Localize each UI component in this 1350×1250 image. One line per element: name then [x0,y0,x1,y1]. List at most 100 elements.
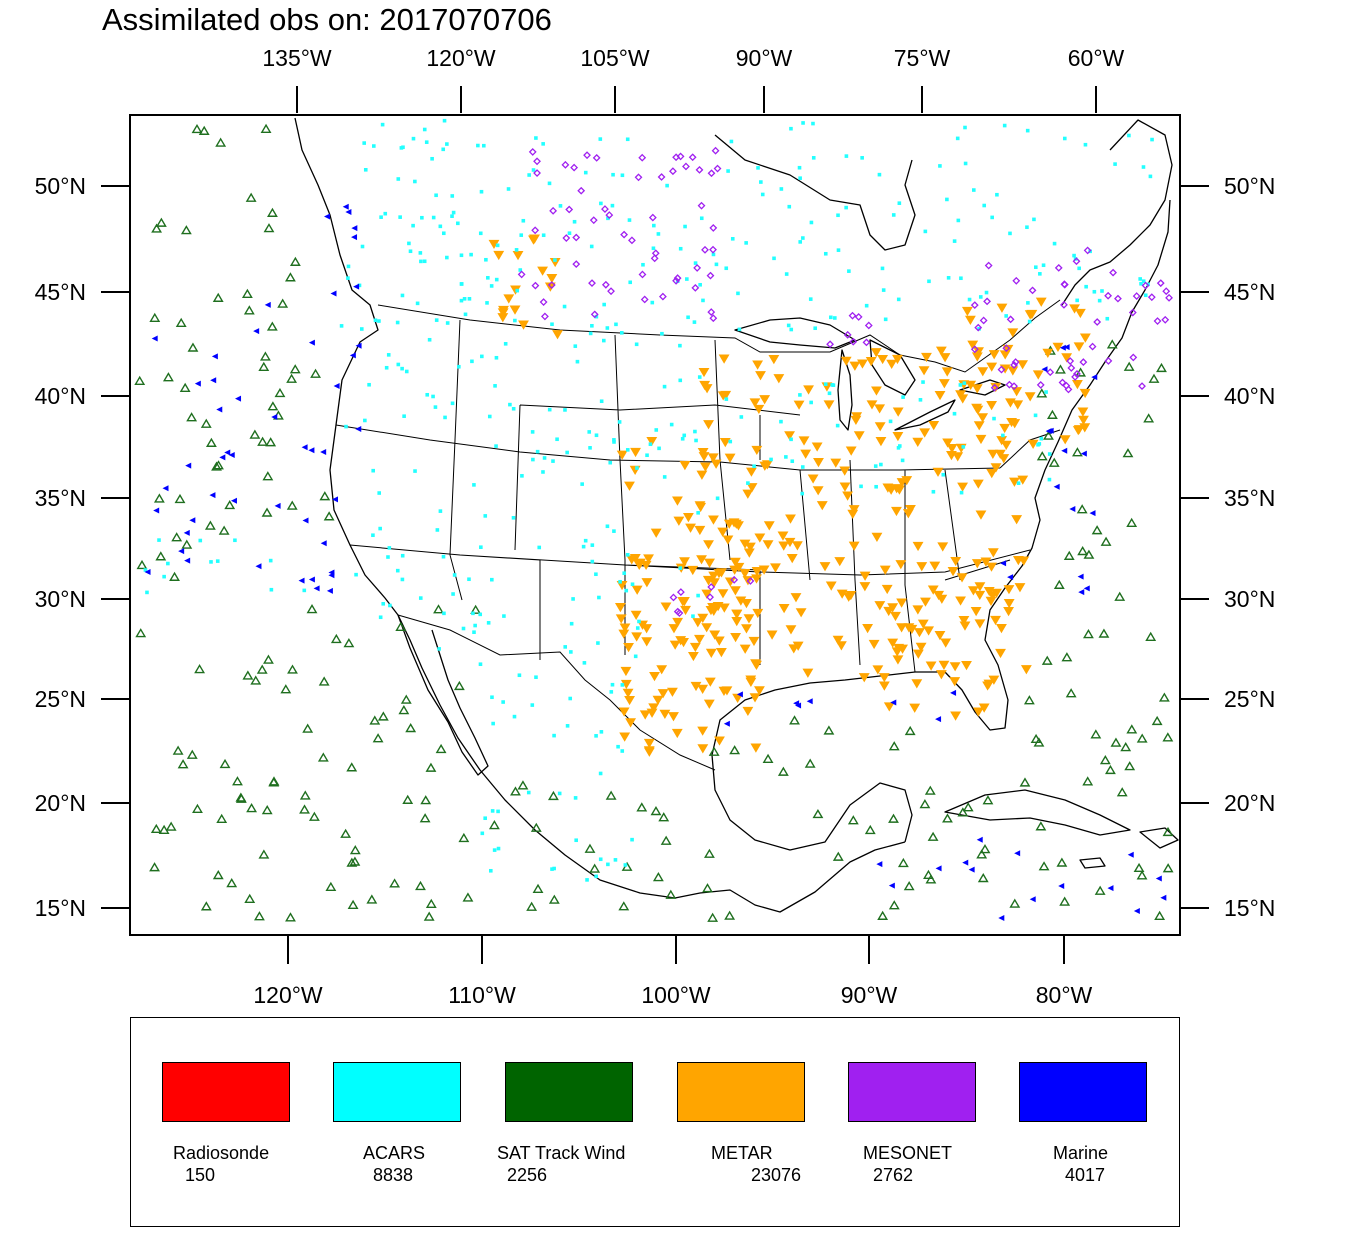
acars-marker [233,538,237,543]
acars-marker [438,509,443,513]
mesonet-marker [650,254,659,263]
sat-wind-marker [149,312,161,323]
acars-marker [620,331,624,335]
sat-wind-marker [425,762,437,772]
metar-marker [961,306,973,317]
sat-wind-marker [888,900,900,910]
metar-marker [742,706,754,717]
mesonet-marker [1060,300,1068,309]
marine-marker [1089,510,1096,517]
sat-wind-marker [1124,761,1136,771]
marine-marker [935,716,942,723]
marine-marker [890,699,897,706]
metar-marker [793,400,805,410]
acars-marker [612,440,616,444]
metar-marker [887,603,899,613]
marine-marker [301,444,308,451]
sat-wind-marker [191,123,203,134]
marine-marker [1047,427,1054,434]
metar-marker [703,540,714,550]
acars-marker [552,866,556,871]
metar-marker [912,605,924,615]
metar-marker [971,559,983,569]
acars-marker [452,573,457,577]
sat-wind-marker [266,321,278,331]
acars-marker [512,714,517,719]
acars-marker [420,215,424,220]
metar-marker [659,709,671,719]
metar-marker [778,604,790,614]
metar-marker [1018,556,1030,566]
metar-marker [703,420,714,430]
metar-marker [964,315,976,325]
legend-item [1019,1062,1149,1122]
acars-marker [634,342,639,347]
metar-marker [848,505,860,515]
sat-wind-marker [1038,861,1050,871]
metar-marker [949,662,961,672]
metar-marker [905,504,916,515]
acars-marker [594,874,599,879]
acars-marker [605,326,610,330]
acars-marker [478,612,483,617]
sat-wind-marker [377,711,389,721]
mesonet-marker [688,153,697,162]
acars-marker [425,392,430,397]
sat-wind-marker [1100,536,1112,546]
marine-marker [935,865,942,872]
acars-marker [569,621,574,626]
legend-label: SAT Track Wind [497,1143,626,1163]
sat-wind-marker [260,123,272,134]
metar-marker [529,234,540,244]
acars-marker [1047,452,1052,456]
acars-marker [268,558,273,563]
acars-marker [678,246,683,251]
acars-marker [568,696,573,701]
labrador-coast [1061,119,1173,306]
acars-marker [457,364,461,369]
metar-marker [977,367,989,377]
acars-marker [445,321,450,325]
metar-marker [975,434,987,445]
mesonet-marker [864,321,873,330]
metar-marker [503,294,515,304]
acars-marker [829,315,833,320]
mesonet-marker [990,383,999,392]
metar-marker [921,352,932,363]
sat-wind-marker [151,223,163,233]
metar-marker [641,624,653,634]
acars-marker [1026,301,1030,305]
mesonet-marker [707,583,716,591]
sat-wind-marker [1136,733,1148,743]
sat-wind-marker [155,551,167,561]
acars-marker [744,241,748,245]
acars-marker [956,218,961,223]
marine-marker [210,377,217,384]
acars-marker [434,193,438,198]
acars-marker [483,514,488,518]
acars-marker [400,366,404,371]
sat-wind-marker [186,749,198,759]
acars-marker [145,590,149,595]
acars-marker [483,816,487,821]
marine-marker [264,301,271,308]
acars-marker [514,248,519,252]
sat-wind-marker [398,705,410,715]
sat-wind-marker [289,364,301,374]
acars-marker [569,650,573,654]
acars-marker [752,464,756,469]
sat-wind-marker [1099,755,1111,765]
acars-marker [614,322,618,327]
mesonet-marker [528,147,537,156]
metar-marker [807,474,819,484]
metar-marker [940,638,952,648]
acars-marker [813,326,817,331]
marine-marker [1160,894,1167,901]
acars-marker [357,283,362,288]
marine-marker [1059,344,1066,351]
marine-marker [216,406,223,413]
metar-marker [938,660,950,671]
sat-wind-marker [1041,655,1053,665]
metar-marker [1020,665,1032,675]
metar-marker [763,521,775,531]
